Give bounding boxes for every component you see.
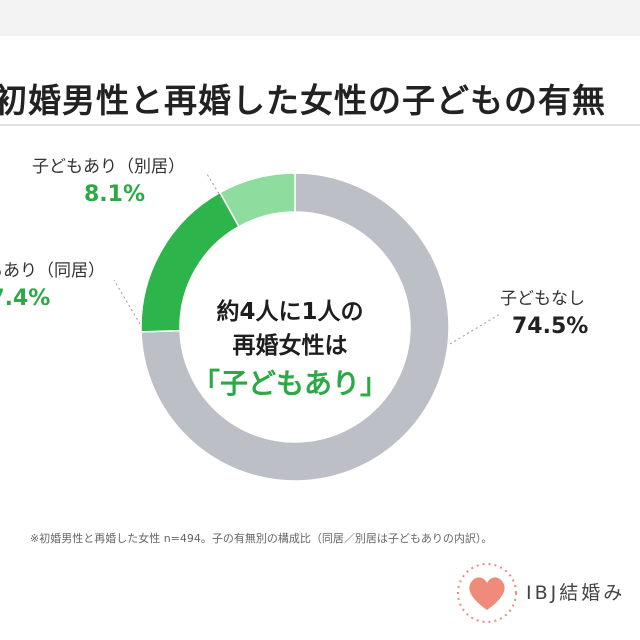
label-no-children: 子どもなし — [500, 289, 585, 309]
value-children-separate: 8.1% — [84, 182, 146, 207]
slice-children-separate — [218, 172, 296, 228]
center-text-line-2: 再婚女性は — [232, 333, 348, 359]
center-text-line-3: 「子どもあり」 — [191, 367, 388, 400]
value-no-children: 74.5% — [512, 314, 589, 339]
label-children-cohabiting: 子どもあり（同居） — [0, 261, 105, 281]
footnote: ※初婚男性と再婚した女性 n=494。子の有無別の構成比（同居／別居は子どもあり… — [30, 532, 493, 545]
heart-icon — [457, 563, 517, 623]
center-text-line-1: 約4人に1人の — [216, 299, 364, 325]
value-children-cohabiting: 17.4% — [0, 286, 51, 311]
chart-title: 初婚男性と再婚した女性の子どもの有無 — [0, 81, 606, 120]
title-divider — [0, 124, 640, 126]
leader-line-cohabiting — [113, 279, 141, 325]
chart-card: 初婚男性と再婚した女性の子どもの有無 約4人に1人の 再婚女性は 「子どもあり」… — [0, 36, 640, 640]
leader-line-separate — [206, 173, 225, 203]
logo-text: IBJ結婚み — [526, 582, 626, 604]
label-children-separate: 子どもあり（別居） — [32, 157, 185, 177]
donut-chart — [113, 172, 501, 482]
leader-line-no-children — [449, 313, 501, 345]
slice-no-children — [140, 172, 450, 482]
